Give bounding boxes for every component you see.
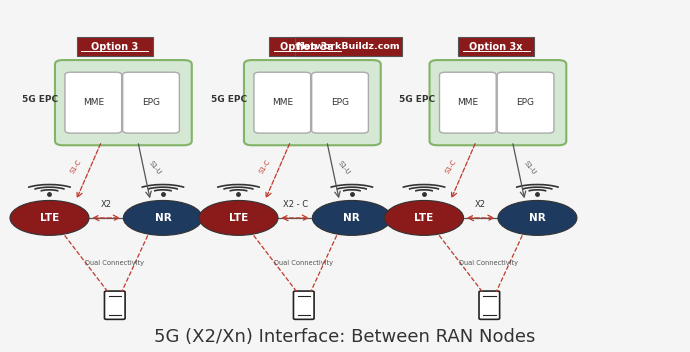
Text: Option 3: Option 3 <box>91 42 139 52</box>
FancyBboxPatch shape <box>65 72 121 133</box>
Text: NetworkBuildz.com: NetworkBuildz.com <box>297 42 400 51</box>
Text: 5G EPC: 5G EPC <box>211 95 247 104</box>
Text: Dual Connectivity: Dual Connectivity <box>85 260 144 266</box>
Text: S1-C: S1-C <box>70 159 83 175</box>
Text: EPG: EPG <box>517 98 535 107</box>
FancyBboxPatch shape <box>458 37 534 56</box>
Text: MME: MME <box>457 98 478 107</box>
Text: S1-U: S1-U <box>148 160 162 176</box>
Text: X2 - C: X2 - C <box>283 200 308 209</box>
Ellipse shape <box>199 200 278 235</box>
Text: S1-U: S1-U <box>337 160 351 176</box>
Ellipse shape <box>10 200 89 235</box>
Text: S1-C: S1-C <box>259 159 272 175</box>
Text: MME: MME <box>83 98 104 107</box>
FancyBboxPatch shape <box>77 37 152 56</box>
FancyBboxPatch shape <box>55 60 192 145</box>
Text: NR: NR <box>155 213 171 223</box>
Text: NR: NR <box>529 213 546 223</box>
Text: LTE: LTE <box>40 213 59 223</box>
Text: EPG: EPG <box>331 98 349 107</box>
Text: X2: X2 <box>101 200 112 209</box>
Text: S1-C: S1-C <box>444 159 457 175</box>
FancyBboxPatch shape <box>123 72 179 133</box>
Text: Option 3x: Option 3x <box>469 42 523 52</box>
FancyBboxPatch shape <box>295 37 402 56</box>
Text: X2: X2 <box>475 200 486 209</box>
Text: 5G EPC: 5G EPC <box>399 95 435 104</box>
Ellipse shape <box>384 200 464 235</box>
Text: 5G (X2/Xn) Interface: Between RAN Nodes: 5G (X2/Xn) Interface: Between RAN Nodes <box>155 328 535 346</box>
FancyBboxPatch shape <box>479 291 500 319</box>
Text: LTE: LTE <box>229 213 248 223</box>
FancyBboxPatch shape <box>104 291 125 319</box>
Text: MME: MME <box>272 98 293 107</box>
Ellipse shape <box>498 200 577 235</box>
FancyBboxPatch shape <box>293 291 314 319</box>
Text: LTE: LTE <box>415 213 433 223</box>
Text: S1-U: S1-U <box>522 160 537 176</box>
FancyBboxPatch shape <box>269 37 345 56</box>
FancyBboxPatch shape <box>254 72 310 133</box>
Text: EPG: EPG <box>142 98 160 107</box>
Text: Dual Connectivity: Dual Connectivity <box>274 260 333 266</box>
FancyBboxPatch shape <box>244 60 381 145</box>
Ellipse shape <box>313 200 391 235</box>
Text: Option 3a: Option 3a <box>280 42 334 52</box>
Text: 5G EPC: 5G EPC <box>22 95 58 104</box>
Text: Dual Connectivity: Dual Connectivity <box>460 260 518 266</box>
FancyBboxPatch shape <box>440 72 496 133</box>
FancyBboxPatch shape <box>497 72 554 133</box>
FancyBboxPatch shape <box>312 72 368 133</box>
Text: NR: NR <box>344 213 360 223</box>
FancyBboxPatch shape <box>430 60 566 145</box>
Ellipse shape <box>124 200 202 235</box>
